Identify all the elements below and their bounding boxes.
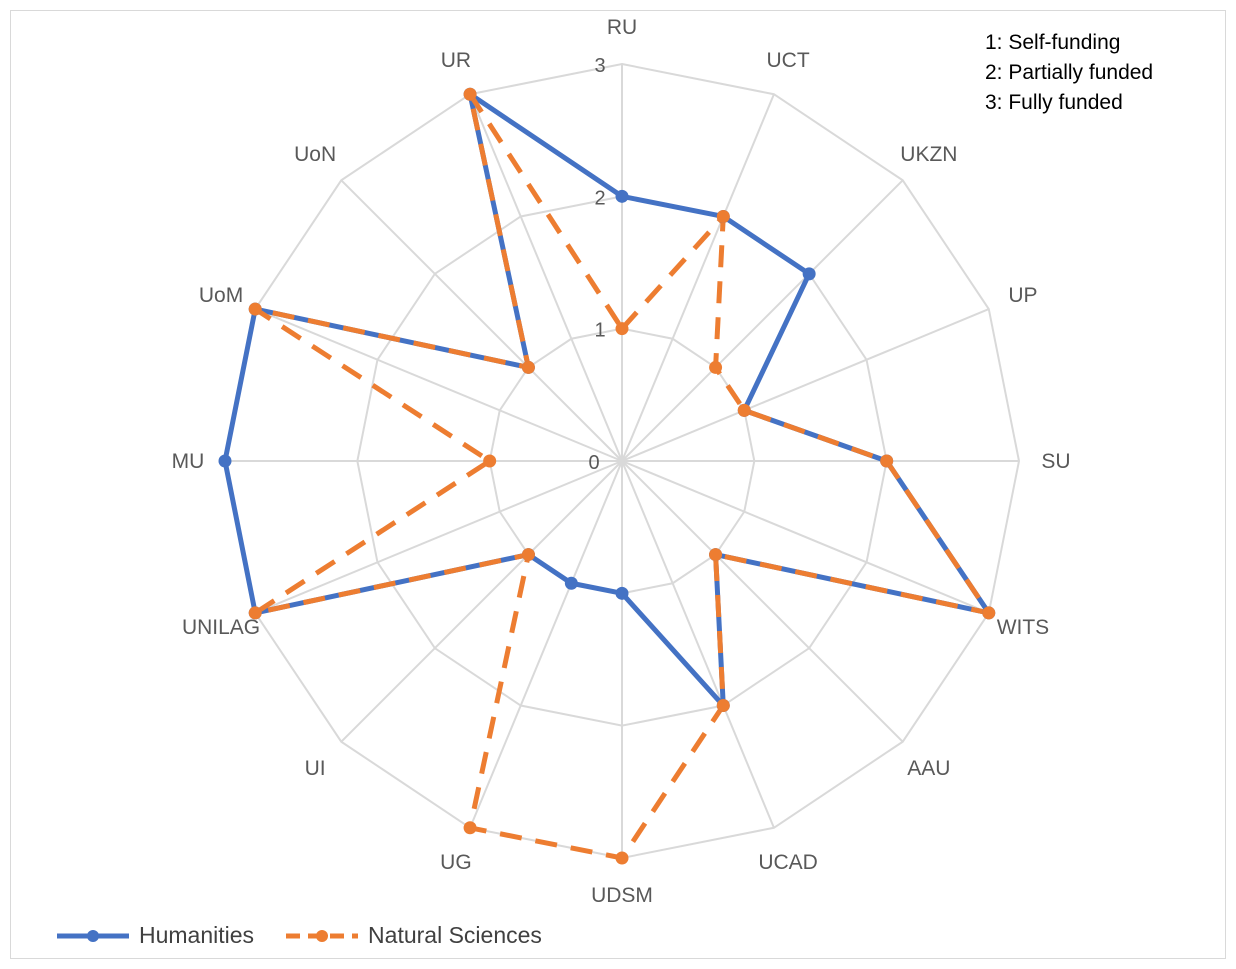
grid-spoke [621,179,904,462]
category-label: RU [607,16,637,39]
grid-spoke [469,93,623,462]
category-label: UI [305,757,326,780]
category-label: UG [440,851,472,874]
category-label: WITS [997,616,1050,639]
radial-tick-label: 0 [588,452,599,474]
category-label: UR [441,49,471,72]
radial-tick-label: 1 [594,320,605,342]
note-line-1: 1: Self-funding [985,31,1121,54]
data-point-natural-sciences [521,360,535,374]
grid-spoke [621,308,990,462]
grid-spoke [340,179,623,462]
data-point-natural-sciences [248,606,262,620]
grid-spoke [621,460,990,614]
category-label: UDSM [591,884,653,907]
radial-tick-label: 3 [594,55,605,77]
data-point-natural-sciences [483,454,497,468]
legend-label-humanities: Humanities [139,922,255,948]
data-point-humanities [564,576,578,590]
grid-spoke [469,460,623,829]
category-label: UCT [766,49,809,72]
note-line-2: 2: Partially funded [985,61,1154,84]
legend-label-natural-sciences: Natural Sciences [368,922,542,948]
data-point-natural-sciences [982,606,996,620]
legend-item-humanities: Humanities [55,922,254,949]
data-point-natural-sciences [709,360,723,374]
category-label: UoM [199,284,243,307]
radial-tick-label: 2 [594,187,605,209]
data-point-natural-sciences [463,87,477,101]
data-point-natural-sciences [521,548,535,562]
radar-grid [223,62,1021,860]
series-layer [218,87,996,865]
funding-scale-note: 1: Self-funding 2: Partially funded 3: F… [985,28,1153,118]
data-point-natural-sciences [248,302,262,316]
data-point-natural-sciences [615,322,629,336]
grid-spoke [340,460,623,743]
category-label: MU [172,450,205,473]
data-point-humanities [218,454,232,468]
data-point-natural-sciences [737,403,751,417]
data-point-natural-sciences [880,454,894,468]
category-label: SU [1041,450,1070,473]
note-line-3: 3: Fully funded [985,91,1123,114]
legend: Humanities Natural Sciences [55,922,572,949]
legend-swatch-natural-sciences [286,929,359,942]
category-label: UP [1008,284,1037,307]
radial-tick-labels: 0 1 2 3 [588,55,605,474]
category-label: AAU [907,757,950,780]
grid-spoke [621,93,775,462]
data-point-natural-sciences [615,851,629,865]
data-point-natural-sciences [716,699,730,713]
data-point-humanities [615,189,629,203]
category-labels: RU UCT UKZN UP SU WITS AAU UCAD UDSM UG UI UNILAG MU… [172,16,1071,907]
category-label: UCAD [758,851,818,874]
grid-spoke [621,460,775,829]
data-point-humanities [802,267,816,281]
data-point-natural-sciences [709,548,723,562]
data-point-humanities [615,586,629,600]
legend-item-natural-sciences: Natural Sciences [284,922,542,949]
grid-spoke [254,460,623,614]
grid-spoke [254,308,623,462]
legend-swatch-humanities [57,929,129,942]
category-label: UoN [294,143,336,166]
data-point-natural-sciences [463,821,477,835]
data-point-natural-sciences [716,209,730,223]
grid-spoke [621,460,904,743]
chart-area [10,10,1226,959]
category-label: UKZN [900,143,957,166]
category-label: UNILAG [182,616,260,639]
